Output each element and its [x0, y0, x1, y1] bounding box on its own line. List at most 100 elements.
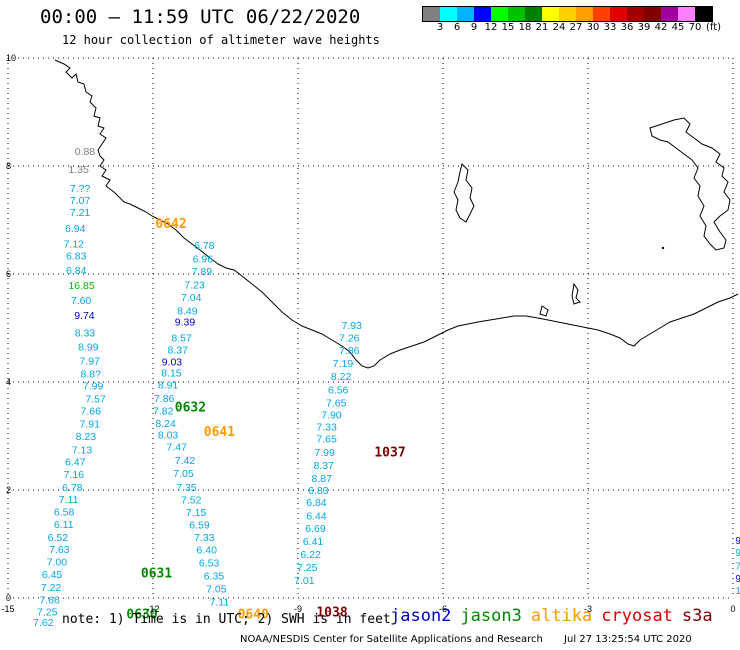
map-grid — [7, 57, 734, 599]
wave-height-value: 7.99 — [83, 381, 104, 393]
wave-height-value: 8.91 — [158, 379, 179, 391]
wave-height-value: 9.03 — [162, 356, 183, 368]
pass-time-label: 1037 — [374, 446, 405, 461]
wave-height-value: 9.74 — [74, 310, 95, 322]
wave-height-value: 7.33 — [316, 422, 337, 434]
wave-height-value: 6.78 — [62, 482, 83, 494]
footnote: note: 1) Time is in UTC; 2) SWH is in fe… — [62, 612, 391, 627]
pass-time-labels: 0642 0632 0641 1037 0631 0630 0640 1038 — [126, 217, 405, 622]
satellite-name: jason2 — [390, 606, 452, 626]
wave-height-value: 7.13 — [72, 444, 93, 456]
legend-swatch — [610, 7, 627, 21]
wave-height-value: 7.26 — [339, 333, 360, 345]
legend-label: 30 — [586, 22, 600, 33]
wave-height-value: 7.86 — [154, 393, 175, 405]
pass-time-label: 0631 — [141, 566, 172, 581]
wave-height-value: 7.11 — [210, 597, 230, 609]
legend-swatch — [491, 7, 508, 21]
wave-height-value: 7.21 — [70, 207, 91, 219]
legend-swatch — [508, 7, 525, 21]
small-island-outline — [571, 282, 581, 305]
wave-height-value: 8.8? — [81, 369, 102, 381]
wave-height-value: 7.62 — [33, 617, 54, 629]
legend-swatch — [695, 7, 712, 21]
wave-height-value: 8.49 — [177, 306, 198, 318]
wave-height-value: 6.44 — [306, 511, 327, 523]
wave-height-value: 6.83 — [308, 485, 329, 497]
wave-height-value: 7.11 — [59, 494, 79, 506]
edge-wave-height-value: 7 — [735, 561, 740, 572]
legend-label: 39 — [637, 22, 651, 33]
legend-label: 9 — [470, 22, 478, 33]
wave-height-value: 7.42 — [175, 455, 196, 467]
legend-label: 70 — [688, 22, 702, 33]
wave-height-value: 7.60 — [71, 295, 92, 307]
wave-height-value: 7.07 — [70, 195, 91, 207]
wave-height-value: 7.33 — [194, 532, 215, 544]
edge-wave-height-value: 9 — [735, 574, 740, 585]
legend-swatch — [457, 7, 474, 21]
wave-height-value: 7.04 — [181, 292, 202, 304]
wave-height-value: 8.37 — [168, 344, 189, 356]
lake-volta-outline — [453, 163, 475, 223]
credit-text: NOAA/NESDIS Center for Satellite Applica… — [240, 634, 543, 645]
wave-height-value: 6.69 — [305, 523, 326, 535]
wave-height-value: 7.97 — [80, 356, 101, 368]
wave-height-value: 7.65 — [316, 433, 337, 445]
wave-height-value: 8.37 — [313, 460, 334, 472]
legend-label: 6 — [453, 22, 461, 33]
legend-label: 3 — [436, 22, 444, 33]
pass-time-label: 0641 — [204, 425, 235, 440]
satellite-name: cryosat — [601, 606, 673, 626]
legend-swatch — [423, 7, 440, 21]
wave-height-value: 6.78 — [194, 240, 215, 252]
wave-height-value: 8.87 — [312, 473, 333, 485]
coastline — [54, 59, 739, 369]
wave-height-value: 16.85 — [68, 280, 94, 292]
wave-height-value: 7.89 — [192, 266, 213, 278]
wave-height-value: 1.35 — [68, 164, 89, 176]
small-island-outline — [539, 305, 549, 317]
legend-label: 45 — [671, 22, 685, 33]
pass-time-label: 0630 — [126, 608, 157, 623]
legend-label: 15 — [501, 22, 515, 33]
wave-height-value: 6.22 — [300, 549, 321, 561]
legend-swatch — [593, 7, 610, 21]
wave-height-value: 6.94 — [65, 223, 86, 235]
pass-time-label: 1038 — [316, 605, 347, 620]
wave-height-value: 7.01 — [294, 575, 315, 587]
pass-time-label: 0640 — [238, 608, 269, 623]
map-axes: -15 -12 -9 -6 -3 0 0 2 4 6 8 10 — [1, 53, 735, 614]
legend-swatch — [678, 7, 695, 21]
wave-height-value: 7.05 — [173, 468, 194, 480]
y-tick-label: 0 — [6, 593, 11, 603]
legend-swatch — [627, 7, 644, 21]
generated-timestamp: Jul 27 13:25:54 UTC 2020 — [564, 634, 692, 645]
wave-height-value: 7.12 — [64, 239, 85, 251]
wave-height-value: 6.84 — [66, 265, 87, 277]
y-tick-label: 6 — [6, 269, 11, 279]
legend-swatch — [644, 7, 661, 21]
legend-swatch — [542, 7, 559, 21]
wave-height-value: 7.57 — [85, 394, 106, 406]
legend-label: 24 — [552, 22, 566, 33]
wave-height-value: 6.11 — [54, 519, 74, 531]
wave-height-value: 6.35 — [204, 571, 225, 583]
x-tick-label: 0 — [730, 604, 735, 614]
wave-height-value: 6.96 — [193, 254, 214, 266]
legend-label: 27 — [569, 22, 583, 33]
wave-height-value: 7.?? — [70, 183, 91, 195]
wave-height-value: 8.33 — [75, 328, 96, 340]
wave-height-value: 7.35 — [176, 482, 197, 494]
legend-label: 18 — [518, 22, 532, 33]
legend-label: 42 — [654, 22, 668, 33]
wave-height-value: 7.82 — [153, 405, 174, 417]
wave-height-color-legend — [422, 6, 713, 22]
y-tick-label: 4 — [6, 377, 11, 387]
x-tick-label: -3 — [584, 604, 592, 614]
legend-label: 21 — [535, 22, 549, 33]
y-tick-label: 8 — [6, 161, 11, 171]
credit-line: NOAA/NESDIS Center for Satellite Applica… — [240, 634, 692, 645]
wave-height-value: 8.22 — [331, 371, 352, 383]
